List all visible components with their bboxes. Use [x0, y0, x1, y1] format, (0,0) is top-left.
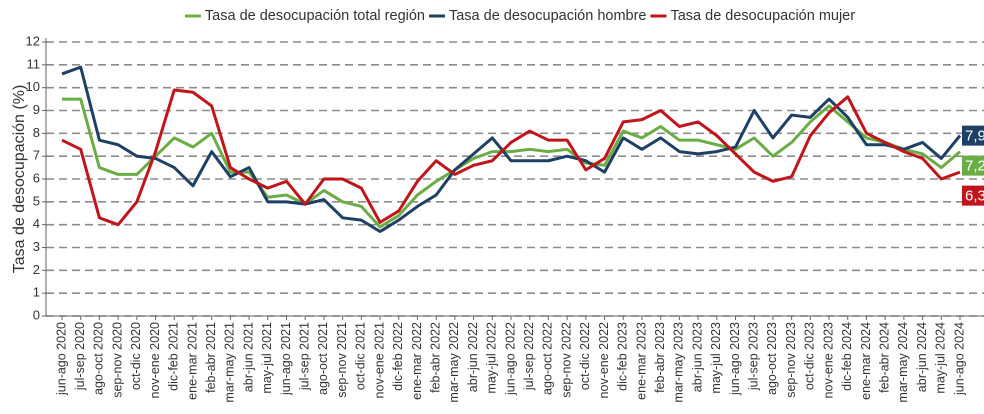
x-tick-label: abr-jun 2022: [466, 322, 480, 392]
series-line: [62, 97, 961, 229]
x-tick-label: oct-dic 2020: [129, 322, 143, 390]
x-tick-label: jul-sep 2022: [522, 322, 536, 391]
x-tick-label: ene-mar 2022: [410, 322, 424, 400]
x-tick-label: oct-dic 2023: [803, 322, 817, 390]
x-tick-label: nov-ene 2022: [597, 322, 611, 399]
x-tick-label: jul-sep 2021: [298, 322, 312, 391]
x-tick-label: nov-ene 2021: [372, 322, 386, 399]
y-tick-label: 5: [33, 193, 40, 208]
value-label: 7,2: [965, 158, 984, 175]
x-tick-label: ago-oct 2022: [541, 322, 555, 395]
value-label-box: [962, 125, 984, 146]
y-tick-label: 1: [33, 285, 40, 300]
x-tick-label: abr-jun 2021: [241, 322, 255, 392]
x-tick-label: mar-may 2022: [447, 322, 461, 403]
x-tick-label: oct-dic 2021: [354, 322, 368, 390]
y-tick-label: 7: [33, 148, 40, 163]
x-tick-label: ago-oct 2021: [316, 322, 330, 395]
x-tick-label: may-jul 2021: [260, 322, 274, 394]
y-tick-label: 9: [33, 102, 40, 117]
x-tick-label: sep-nov 2020: [110, 322, 124, 398]
y-tick-label: 3: [33, 239, 40, 254]
x-tick-label: jul-sep 2023: [747, 322, 761, 391]
value-label-box: [962, 155, 984, 176]
y-tick-label: 11: [27, 56, 41, 71]
x-tick-label: jun-ago 2022: [503, 322, 517, 396]
y-tick-label: 8: [33, 125, 40, 140]
value-label: 7,9: [965, 128, 984, 145]
x-tick-label: mar-may 2021: [223, 322, 237, 403]
value-label: 6,3: [965, 188, 984, 205]
y-axis-label: Tasa de desocupación (%): [11, 85, 28, 274]
x-tick-label: feb-abr 2022: [428, 322, 442, 393]
y-tick-label: 2: [33, 262, 40, 277]
x-tick-label: feb-abr 2023: [653, 322, 667, 393]
x-tick-label: sep-nov 2023: [784, 322, 798, 398]
x-tick-label: dic-feb 2024: [840, 322, 854, 391]
x-tick-label: jun-ago 2023: [728, 322, 742, 396]
x-tick-label: ene-mar 2021: [185, 322, 199, 400]
x-tick-label: ene-mar 2024: [859, 322, 873, 400]
y-tick-label: 4: [33, 216, 40, 231]
x-tick-label: mar-may 2023: [672, 322, 686, 403]
y-tick-label: 12: [26, 33, 40, 48]
x-tick-label: dic-feb 2021: [167, 322, 181, 391]
x-tick-label: abr-jun 2024: [915, 322, 929, 392]
x-tick-label: may-jul 2024: [934, 322, 948, 394]
x-tick-label: abr-jun 2023: [690, 322, 704, 392]
x-tick-label: jun-ago 2021: [279, 322, 293, 396]
x-tick-label: ago-oct 2023: [765, 322, 779, 395]
y-tick-label: 6: [33, 170, 40, 185]
series-line: [61, 65, 962, 234]
x-tick-label: dic-feb 2022: [391, 322, 405, 391]
legend-label: Tasa de desocupación hombre: [449, 8, 647, 24]
x-tick-label: oct-dic 2022: [578, 322, 592, 390]
x-tick-label: nov-ene 2020: [148, 322, 162, 399]
legend-label: Tasa de desocupación total región: [205, 8, 425, 24]
series-line: [61, 88, 961, 227]
y-tick-label: 0: [33, 307, 40, 322]
x-tick-label: sep-nov 2021: [335, 322, 349, 398]
x-tick-label: feb-abr 2021: [204, 322, 218, 393]
x-tick-label: mar-may 2024: [896, 322, 910, 403]
x-tick-label: feb-abr 2024: [877, 322, 891, 393]
x-tick-label: sep-nov 2022: [559, 322, 573, 398]
x-tick-label: jul-sep 2020: [73, 322, 87, 391]
x-tick-label: nov-ene 2023: [821, 322, 835, 399]
x-tick-label: jun-ago 2020: [54, 322, 68, 396]
x-tick-label: may-jul 2022: [485, 322, 499, 394]
x-tick-label: ene-mar 2023: [634, 322, 648, 400]
value-label-box: [962, 185, 984, 206]
y-tick-label: 10: [26, 79, 40, 94]
x-tick-label: dic-feb 2023: [616, 322, 630, 391]
x-tick-label: may-jul 2023: [709, 322, 723, 394]
x-tick-label: ago-oct 2020: [92, 322, 106, 395]
legend-label: Tasa de desocupación mujer: [670, 8, 855, 24]
x-tick-label: jun-ago 2024: [952, 322, 966, 396]
legend: Tasa de desocupación total región Tasa de…: [184, 8, 855, 24]
